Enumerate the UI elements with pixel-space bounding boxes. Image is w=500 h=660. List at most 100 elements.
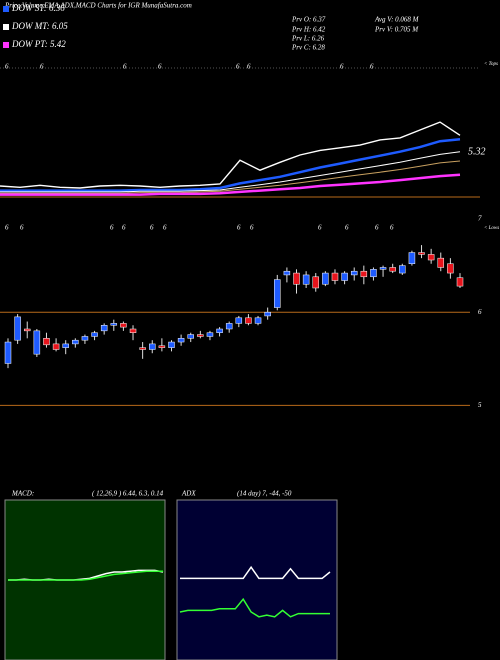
date-mark: 6 (5, 63, 9, 71)
panel-title: ADX (181, 490, 196, 498)
date-mark: 6 (123, 63, 127, 71)
y-tick-label: 7 (478, 215, 482, 223)
candle-body (158, 345, 166, 348)
panel-subtitle: (14 day) 7, -44, -50 (237, 490, 292, 498)
candle-body (437, 257, 445, 268)
candle-body (149, 343, 156, 350)
candle-body (274, 279, 281, 308)
y-tick-label: 6 (478, 308, 482, 316)
legend-swatch (3, 6, 9, 12)
candle-body (187, 334, 194, 339)
date-mark: 6 (163, 224, 167, 232)
candle-body (23, 328, 31, 332)
candle-body (360, 270, 368, 278)
candle-body (62, 343, 69, 348)
prv-volume: Prv V: 0.705 M (374, 26, 419, 34)
date-mark: 6 (150, 224, 154, 232)
series-line (8, 570, 163, 581)
page-title: Price,Volume,EMA,ADX,MACD Charts for IGR… (4, 2, 192, 10)
legend-entry: DOW PT: 5.42 (11, 39, 66, 49)
candle-body (341, 272, 348, 281)
panel-subtitle: ( 12,26,9 ) 6.44, 6.3, 0.14 (92, 490, 164, 498)
candle-body (72, 339, 79, 345)
candle-body (216, 328, 223, 333)
candle-body (447, 263, 454, 274)
candle-body (302, 274, 310, 285)
date-mark: 6 (5, 224, 9, 232)
candle-body (331, 272, 339, 281)
prv-close: Prv C: 6.28 (291, 44, 325, 52)
date-mark: 6 (40, 63, 44, 71)
date-mark: 6 (110, 224, 114, 232)
candle-body (370, 269, 377, 278)
candle-body (81, 336, 89, 341)
candle-body (312, 276, 319, 289)
date-mark: 6 (345, 224, 349, 232)
date-mark: 6 (318, 224, 322, 232)
candle-body (245, 317, 252, 324)
legend-entry: DOW ST: 6.36 (11, 3, 65, 13)
candle-body (177, 338, 185, 343)
legend-swatch (3, 42, 9, 48)
panel-title: MACD: (11, 490, 34, 498)
candle-body (264, 311, 271, 317)
candle-body (322, 272, 329, 285)
prv-open: Prv O: 6.37 (291, 16, 326, 24)
prv-low: Prv L: 6.26 (291, 35, 325, 43)
series-line (0, 160, 461, 194)
candle-body (52, 343, 60, 350)
end-label: 5.32 (468, 146, 486, 157)
adx-panel (176, 499, 338, 660)
candle-body (399, 265, 406, 274)
series-line (179, 597, 330, 618)
candle-body (129, 328, 137, 333)
y-tick-label: 5 (478, 401, 482, 409)
candle-body (389, 267, 396, 272)
series-line (180, 565, 331, 580)
date-mark: 6 (250, 224, 254, 232)
candle-body (418, 252, 425, 255)
series-line (0, 173, 461, 196)
avg-volume: Avg V: 0.068 M (374, 16, 420, 24)
candle-body (206, 332, 214, 337)
candle-body (254, 317, 262, 324)
candle-body (33, 330, 41, 355)
candle-body (91, 332, 98, 337)
candle-body (100, 325, 108, 332)
date-mark: 6 (370, 63, 374, 71)
series-line (0, 151, 461, 193)
candle-body (293, 272, 300, 285)
date-mark: 6 (20, 224, 24, 232)
candle-body (283, 270, 291, 276)
date-mark: 6 (390, 224, 394, 232)
candle-body (14, 316, 21, 341)
date-mark: 6 (375, 224, 379, 232)
candle-body (197, 334, 204, 337)
corner-label: < Lows (484, 226, 499, 231)
prv-high: Prv H: 6.42 (291, 26, 326, 34)
candle-body (110, 323, 118, 326)
candle-body (235, 317, 243, 324)
candle-body (456, 277, 464, 287)
candle-body (379, 267, 387, 270)
candle-body (43, 338, 50, 346)
corner-label: < Tops (484, 62, 498, 67)
date-mark: 6 (237, 224, 241, 232)
series-line (0, 137, 461, 192)
series-line (0, 121, 461, 189)
candle-body (139, 347, 146, 350)
date-mark: 6 (247, 63, 251, 71)
date-mark: 6 (122, 224, 126, 232)
candle-body (168, 341, 175, 348)
date-mark: 6 (158, 63, 162, 71)
candle-body (225, 323, 233, 330)
date-mark: 6 (236, 63, 240, 71)
candle-body (408, 252, 416, 264)
candle-body (350, 270, 358, 276)
date-mark: 6 (340, 63, 344, 71)
legend-entry: DOW MT: 6.05 (11, 21, 68, 31)
candle-body (427, 254, 435, 261)
candle-body (4, 341, 12, 364)
candle-body (120, 323, 127, 328)
